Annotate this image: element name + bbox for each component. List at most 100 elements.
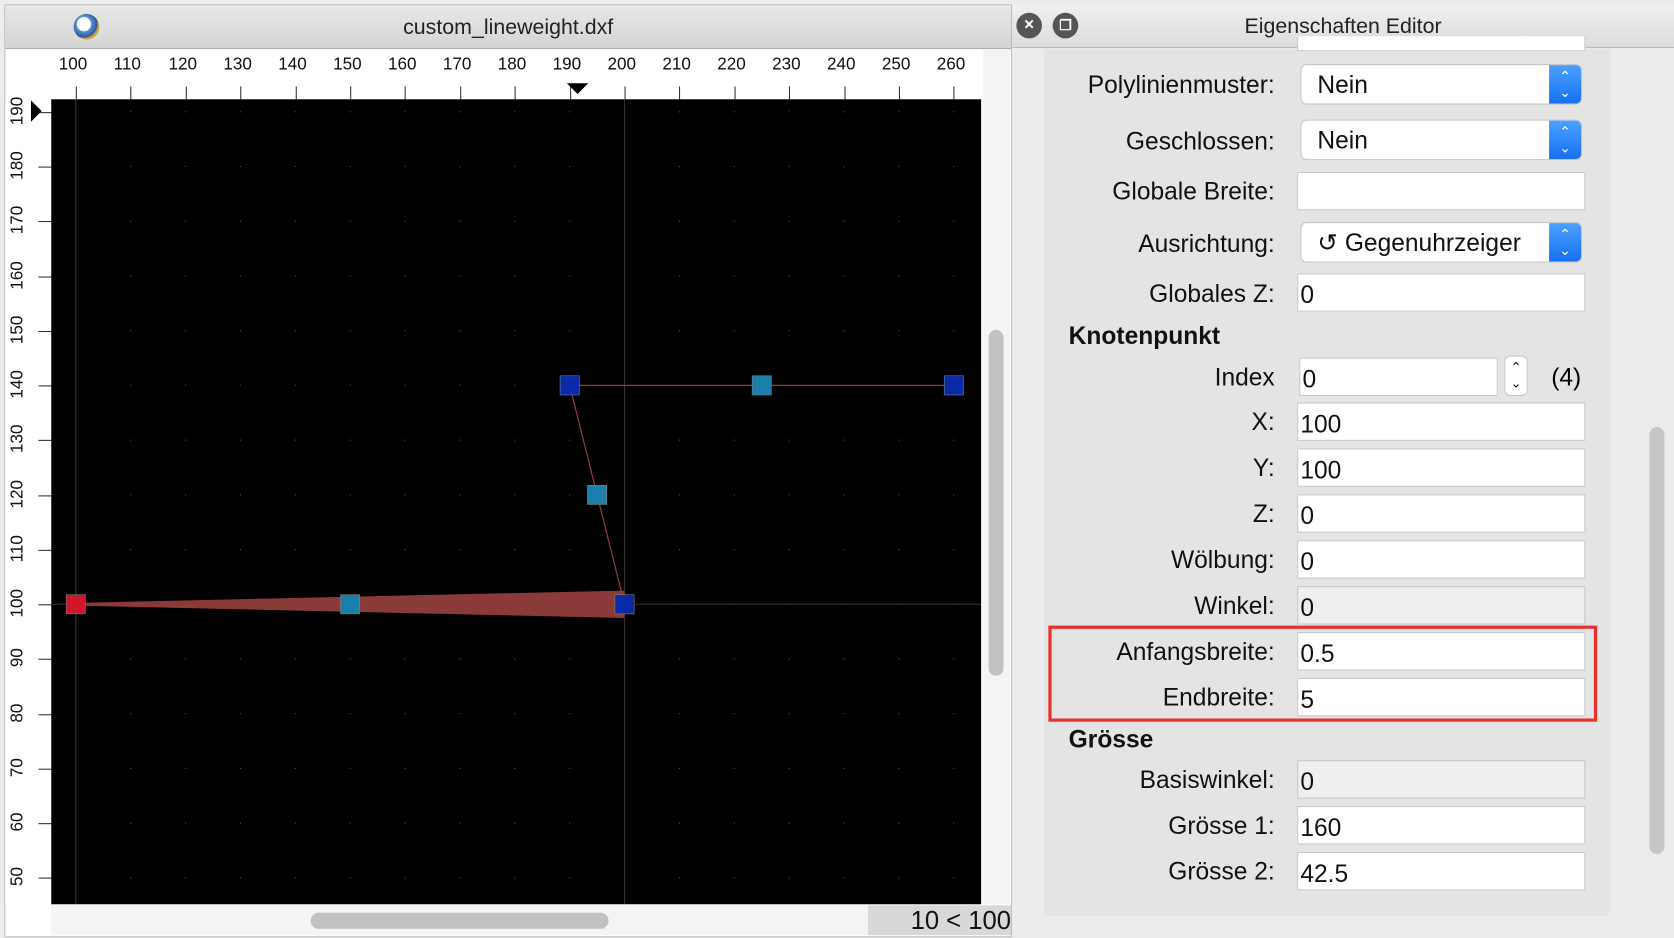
geschlossen-select[interactable]: Nein ⌃ ⌄ (1301, 120, 1582, 160)
polylinienmuster-label: Polylinienmuster: (1087, 70, 1275, 99)
ausrichtung-label: Ausrichtung: (1138, 229, 1275, 258)
grid-dot (733, 713, 735, 715)
anfangsbreite-label: Anfangsbreite: (1116, 637, 1275, 666)
grid-dot (733, 111, 735, 113)
grid-dot (239, 494, 241, 496)
grid-dot (898, 439, 900, 441)
woelbung-field[interactable]: 0 (1297, 540, 1586, 579)
drawing-canvas[interactable] (51, 99, 982, 905)
geschlossen-value: Nein (1317, 125, 1368, 154)
ruler-x-label: 220 (717, 55, 746, 74)
ruler-tick (350, 86, 352, 100)
grid-dot (349, 713, 351, 715)
grid-dot (404, 494, 406, 496)
vertical-ruler: 190 180 170 160 150 140 130 120 110 100 90 80 70 60 50 (5, 97, 52, 905)
grid-dot (788, 877, 790, 879)
x-field[interactable]: 100 (1297, 402, 1586, 441)
grid-dot (788, 549, 790, 551)
vertical-scroll-thumb[interactable] (988, 329, 1004, 676)
grid-dot (733, 549, 735, 551)
grid-dot (733, 494, 735, 496)
grid-dot (898, 330, 900, 332)
property-scroll-thumb[interactable] (1649, 427, 1665, 855)
ruler-y-label: 120 (8, 479, 27, 509)
z-field[interactable]: 0 (1297, 494, 1586, 533)
index-field[interactable]: 0 (1299, 357, 1498, 397)
globales-z-field[interactable]: 0 (1297, 273, 1586, 312)
clipped-field (1297, 36, 1586, 52)
grid-dot (459, 275, 461, 277)
grid-dot (569, 822, 571, 824)
ruler-tick (679, 86, 681, 100)
grid-dot (349, 822, 351, 824)
ruler-x-label: 140 (278, 55, 307, 74)
y-field[interactable]: 100 (1297, 448, 1586, 487)
ausrichtung-value: ↺ Gegenuhrzeiger (1317, 228, 1521, 257)
grid-dot (953, 549, 955, 551)
grid-dot (514, 439, 516, 441)
endbreite-field[interactable]: 5 (1297, 677, 1586, 717)
grid-dot (733, 658, 735, 660)
ruler-tick (789, 86, 791, 100)
basiswinkel-label: Basiswinkel: (1139, 765, 1275, 794)
grid-dot (185, 439, 187, 441)
grid-dot (239, 330, 241, 332)
grid-dot (514, 111, 516, 113)
grid-dot (678, 439, 680, 441)
ruler-tick (734, 86, 736, 100)
grid-dot (788, 767, 790, 769)
restore-icon[interactable]: ❐ (1052, 12, 1079, 39)
index-count: (4) (1551, 362, 1582, 391)
knotenpunkt-heading: Knotenpunkt (1068, 321, 1221, 350)
grid-dot (843, 549, 845, 551)
grid-dot (569, 439, 571, 441)
grid-dot (294, 549, 296, 551)
ruler-tick (844, 86, 846, 100)
winkel-field: 0 (1297, 586, 1586, 625)
globale-breite-field[interactable] (1297, 171, 1586, 211)
cursor-marker-icon (566, 83, 588, 94)
anfangsbreite-field[interactable]: 0.5 (1297, 632, 1586, 671)
ruler-tick (38, 604, 52, 606)
grid-dot (514, 384, 516, 386)
z-label: Z: (1252, 499, 1275, 528)
grid-dot (404, 549, 406, 551)
grid-dot (130, 111, 132, 113)
grid-dot (953, 111, 955, 113)
groesse2-field[interactable]: 42.5 (1297, 851, 1586, 891)
horizontal-scroll-thumb[interactable] (310, 912, 609, 929)
polylinienmuster-select[interactable]: Nein ⌃ ⌄ (1301, 65, 1582, 104)
grid-dot (239, 713, 241, 715)
vertex-handle (614, 594, 635, 615)
grid-dot (843, 713, 845, 715)
grid-dot (898, 767, 900, 769)
ruler-tick (38, 877, 52, 879)
grid-dot (788, 111, 790, 113)
grid-dot (953, 439, 955, 441)
groesse1-field[interactable]: 160 (1297, 806, 1586, 845)
grid-dot (733, 330, 735, 332)
grid-dot (788, 166, 790, 168)
grid-dot (788, 275, 790, 277)
close-icon[interactable]: × (1016, 12, 1042, 39)
ruler-tick (953, 86, 955, 100)
ruler-tick (459, 86, 461, 100)
index-stepper[interactable]: ⌃ ⌄ (1505, 356, 1527, 396)
grid-dot (294, 767, 296, 769)
grid-dot (514, 658, 516, 660)
ruler-x-label: 170 (442, 55, 472, 74)
ausrichtung-select[interactable]: ↺ Gegenuhrzeiger ⌃ ⌄ (1301, 223, 1582, 262)
drawing-title-bar: custom_lineweight.dxf (5, 5, 1012, 50)
ruler-y-label: 170 (8, 205, 27, 235)
grid-dot (678, 767, 680, 769)
grid-status: 10 < 100 (867, 905, 1012, 936)
grid-dot (294, 111, 296, 113)
grid-dot (130, 275, 132, 277)
ruler-tick (624, 86, 626, 100)
grid-dot (404, 384, 406, 386)
grid-dot (514, 275, 516, 277)
grid-dot (349, 384, 351, 386)
grid-dot (349, 877, 351, 879)
grid-dot (569, 330, 571, 332)
grid-dot (843, 330, 845, 332)
